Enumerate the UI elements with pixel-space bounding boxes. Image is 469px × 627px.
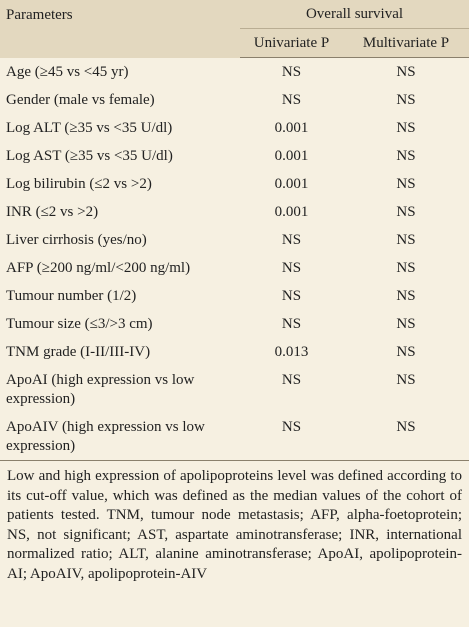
column-header: Parameters xyxy=(6,7,73,23)
value-cell: NS xyxy=(240,413,343,461)
value-cell: NS xyxy=(396,64,416,80)
table-row: INR (≤2 vs >2) 0.001 NS xyxy=(0,198,469,226)
value-cell: NS xyxy=(396,260,416,276)
value-cell: 0.001 xyxy=(274,204,309,220)
value-cell: NS xyxy=(396,204,416,220)
value-cell: NS xyxy=(281,232,302,248)
column-header: Univariate P xyxy=(240,28,343,58)
parameter-cell: Liver cirrhosis (yes/no) xyxy=(6,232,147,248)
table-row: Tumour size (≤3/>3 cm) NS NS xyxy=(0,310,469,338)
value-cell: NS xyxy=(396,344,416,360)
value-cell: 0.013 xyxy=(274,344,309,360)
value-cell: NS xyxy=(396,148,416,164)
value-cell: NS xyxy=(343,413,469,461)
table-row: Log bilirubin (≤2 vs >2) 0.001 NS xyxy=(0,170,469,198)
parameter-cell: Age (≥45 vs <45 yr) xyxy=(6,63,129,80)
value-cell: NS xyxy=(281,64,302,80)
parameter-cell: Gender (male vs female) xyxy=(6,92,155,108)
value-cell: NS xyxy=(396,372,416,388)
value-cell: NS xyxy=(281,288,302,304)
value-cell: NS xyxy=(396,92,416,108)
table-row: ApoAI (high expression vs low expression… xyxy=(0,366,469,413)
survival-table: Parameters Overall survival Univariate P… xyxy=(0,0,469,461)
value-cell: NS xyxy=(281,316,302,332)
table-row: Liver cirrhosis (yes/no) NS NS xyxy=(0,226,469,254)
value-cell: NS xyxy=(396,176,416,192)
value-cell: NS xyxy=(281,260,302,276)
table-row: ApoAIV (high expression vs low expressio… xyxy=(0,413,469,461)
value-cell: 0.001 xyxy=(274,120,309,136)
table-row: Tumour number (1/2) NS NS xyxy=(0,282,469,310)
parameter-cell: Log bilirubin (≤2 vs >2) xyxy=(6,176,152,192)
group-header: Overall survival xyxy=(240,0,469,29)
table-header: Parameters Overall survival Univariate P… xyxy=(0,0,469,58)
parameter-cell: AFP (≥200 ng/ml/<200 ng/ml) xyxy=(6,260,191,276)
parameter-cell: ApoAIV (high expression vs low expressio… xyxy=(0,413,240,461)
parameter-cell: Log ALT (≥35 vs <35 U/dl) xyxy=(6,120,173,136)
header-row: Parameters Overall survival xyxy=(0,0,469,29)
table-body: Age (≥45 vs <45 yr) NS NS Gender (male vs f… xyxy=(0,58,469,461)
table-row: TNM grade (I-II/III-IV) 0.013 NS xyxy=(0,338,469,366)
parameter-cell: INR (≤2 vs >2) xyxy=(6,204,99,220)
table-row: Log ALT (≥35 vs <35 U/dl) 0.001 NS xyxy=(0,114,469,142)
value-cell: NS xyxy=(396,232,416,248)
parameter-cell: TNM grade (I-II/III-IV) xyxy=(6,344,151,360)
table-row: Age (≥45 vs <45 yr) NS NS xyxy=(0,58,469,87)
footnote: Low and high expression of apolipoprotei… xyxy=(7,468,462,582)
table-row: AFP (≥200 ng/ml/<200 ng/ml) NS NS xyxy=(0,254,469,282)
column-header: Multivariate P xyxy=(343,28,469,58)
parameter-cell: Tumour size (≤3/>3 cm) xyxy=(6,316,153,332)
parameter-cell: ApoAI (high expression vs low expression… xyxy=(6,372,195,407)
value-cell: NS xyxy=(281,92,302,108)
value-cell: NS xyxy=(396,288,416,304)
value-cell: NS xyxy=(396,120,416,136)
parameter-cell: Log AST (≥35 vs <35 U/dl) xyxy=(6,148,173,164)
value-cell: NS xyxy=(281,372,302,388)
table-row: Log AST (≥35 vs <35 U/dl) 0.001 NS xyxy=(0,142,469,170)
table-row: Gender (male vs female) NS NS xyxy=(0,86,469,114)
value-cell: 0.001 xyxy=(274,176,309,192)
parameter-cell: Tumour number (1/2) xyxy=(6,288,137,304)
value-cell: 0.001 xyxy=(274,148,309,164)
value-cell: NS xyxy=(396,316,416,332)
